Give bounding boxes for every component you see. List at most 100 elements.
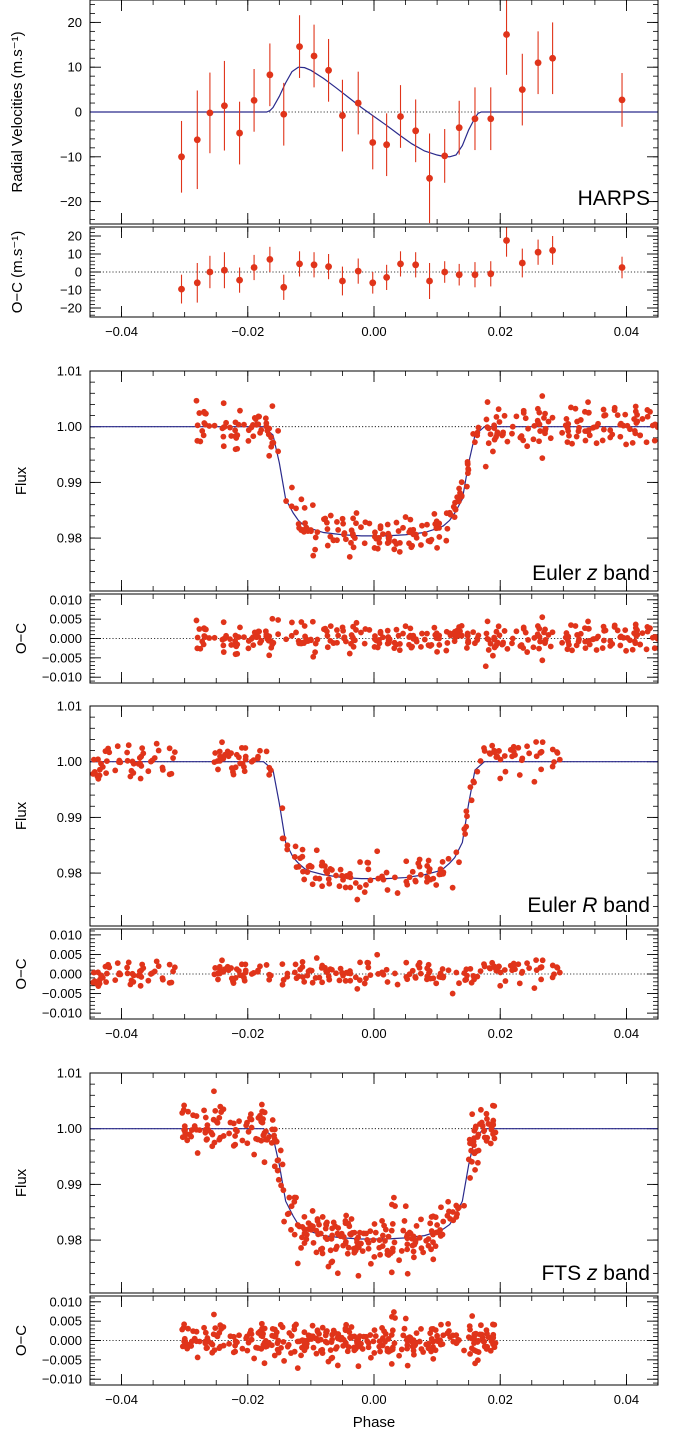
y-tick-label: 0.98 [57, 866, 82, 881]
data-point [617, 433, 624, 440]
data-point [364, 1338, 371, 1345]
data-point [217, 1322, 224, 1329]
data-point [185, 1325, 191, 1332]
data-point [211, 1139, 218, 1146]
data-point [316, 974, 323, 981]
data-point [582, 645, 589, 652]
data-point [404, 1241, 411, 1248]
data-point [487, 1347, 494, 1354]
data-point [324, 526, 331, 532]
data-point [471, 439, 478, 446]
data-point [413, 1330, 420, 1336]
data-point [600, 637, 607, 644]
data-point [233, 966, 240, 973]
data-point [137, 972, 143, 979]
data-point [428, 1214, 435, 1220]
data-point [428, 1335, 435, 1342]
data-point [178, 285, 185, 293]
data-point [627, 426, 633, 433]
data-point [293, 864, 300, 871]
data-point [96, 772, 103, 779]
data-point [490, 652, 496, 659]
data-point [280, 1187, 287, 1194]
data-point [530, 436, 537, 443]
data-point [445, 1198, 452, 1205]
data-point [319, 962, 326, 969]
data-point [346, 650, 353, 657]
data-point [456, 859, 462, 866]
data-point [242, 745, 249, 751]
data-point [271, 1163, 278, 1170]
data-point [232, 975, 239, 981]
data-point [230, 1349, 237, 1356]
data-point [372, 1333, 379, 1339]
data-point [346, 553, 353, 560]
data-point [403, 858, 410, 865]
data-point [450, 1338, 457, 1345]
data-point [475, 1147, 482, 1154]
y-tick-label: 0.98 [57, 531, 82, 546]
data-point [230, 1333, 237, 1340]
data-point [420, 1249, 427, 1256]
data-point [483, 1327, 490, 1334]
data-point [480, 1128, 487, 1135]
data-point [344, 1250, 351, 1257]
data-point [335, 1231, 342, 1238]
data-point [317, 1230, 324, 1237]
data-point [497, 982, 504, 989]
data-point [541, 415, 547, 421]
data-point [453, 1332, 460, 1339]
data-point [416, 1234, 423, 1241]
data-point [199, 428, 206, 434]
y-tick-label: −0.010 [42, 1372, 82, 1387]
data-point [391, 1194, 397, 1201]
data-point [266, 652, 273, 659]
data-point [639, 630, 646, 637]
data-point [280, 283, 288, 291]
data-point [365, 1245, 372, 1252]
data-point [261, 1360, 268, 1367]
data-point [313, 847, 320, 854]
data-point [403, 959, 410, 966]
data-point [434, 648, 440, 655]
data-point [471, 115, 479, 123]
data-point [547, 643, 554, 650]
data-point [510, 963, 517, 970]
data-point [367, 1354, 374, 1361]
data-point [354, 985, 361, 992]
data-point [136, 754, 143, 761]
data-point [261, 1159, 268, 1166]
data-point [384, 521, 391, 528]
data-point [226, 1340, 233, 1347]
data-point [292, 843, 299, 850]
y-tick-label: −0.005 [42, 650, 82, 665]
data-point [355, 1343, 362, 1350]
data-point [153, 740, 160, 747]
data-point [440, 1218, 447, 1225]
data-point [366, 627, 373, 633]
data-point [418, 1216, 424, 1223]
y-tick-label: 0.000 [49, 631, 82, 646]
data-point [407, 625, 414, 632]
data-point [564, 646, 571, 653]
data-point [301, 1230, 308, 1237]
data-point [410, 1337, 417, 1344]
data-point [394, 981, 401, 988]
data-point [472, 1166, 478, 1173]
data-point [357, 859, 363, 865]
data-point [205, 1127, 212, 1134]
data-point [539, 393, 546, 399]
data-point [242, 967, 249, 974]
data-point [520, 645, 527, 651]
data-point [477, 968, 484, 975]
data-point [347, 977, 354, 984]
data-point [313, 1350, 320, 1357]
data-point [262, 1136, 269, 1143]
data-point [611, 407, 618, 414]
data-point [471, 1142, 477, 1149]
data-point [212, 1325, 219, 1331]
data-point [649, 634, 656, 641]
data-point [649, 422, 656, 429]
data-point [232, 1338, 239, 1345]
data-point [342, 536, 349, 543]
